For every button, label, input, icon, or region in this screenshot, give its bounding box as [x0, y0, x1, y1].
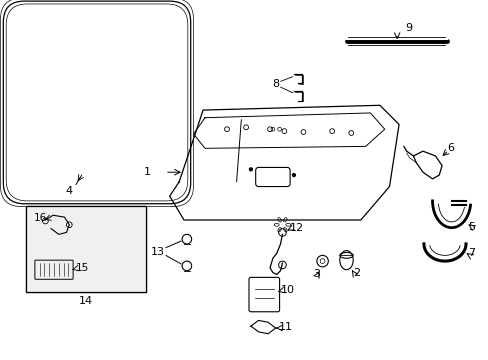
Text: 13: 13	[151, 247, 164, 257]
Text: 11: 11	[278, 322, 292, 332]
Circle shape	[292, 174, 295, 176]
Text: 10: 10	[280, 285, 294, 295]
Text: 1: 1	[143, 167, 150, 177]
Circle shape	[249, 168, 252, 171]
Text: 8: 8	[272, 79, 279, 89]
Text: 6: 6	[446, 143, 453, 153]
Text: 2: 2	[352, 267, 360, 278]
Bar	[26, 206, 145, 292]
Bar	[26, 206, 145, 292]
Bar	[26, 206, 145, 292]
Text: 5: 5	[467, 222, 474, 232]
Text: 7: 7	[467, 248, 474, 258]
Text: 14: 14	[79, 296, 93, 306]
Text: 12: 12	[289, 222, 304, 233]
Text: 16: 16	[34, 213, 47, 223]
Text: 15: 15	[76, 263, 89, 273]
Text: 9: 9	[404, 23, 411, 33]
Text: 3: 3	[313, 270, 320, 279]
Text: 4: 4	[65, 186, 73, 196]
